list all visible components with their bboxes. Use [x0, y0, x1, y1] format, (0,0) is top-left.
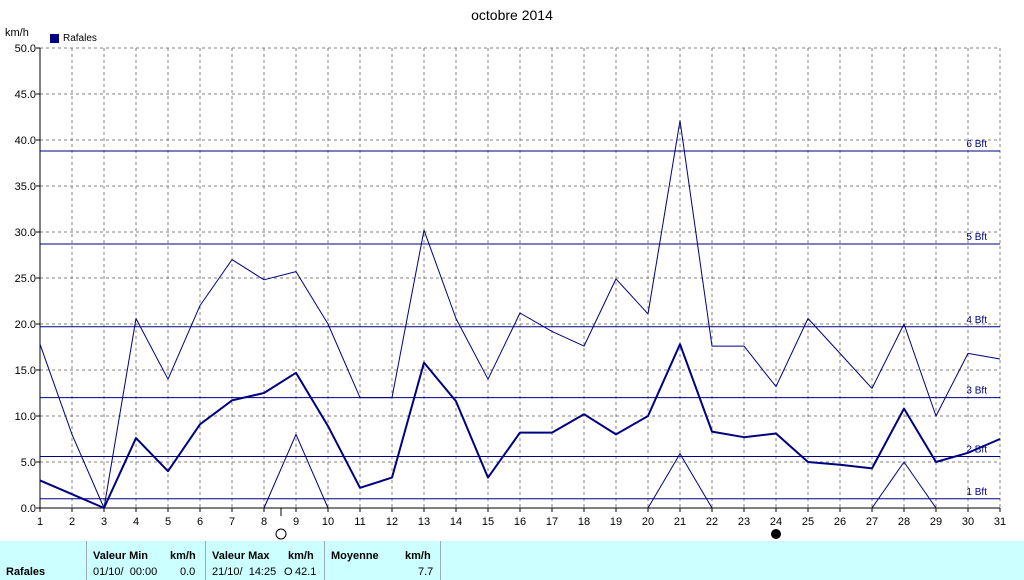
legend-label: Rafales — [63, 33, 97, 44]
beaufort-label: 1 Bft — [966, 487, 987, 498]
x-tick-label: 14 — [450, 516, 462, 528]
min-date: 01/10/ 00:00 — [93, 566, 158, 578]
full-moon-icon — [275, 528, 287, 540]
y-tick-label: 35.0 — [15, 181, 36, 193]
max-value: 42.1 — [295, 566, 317, 578]
x-tick-label: 29 — [930, 516, 942, 528]
x-tick-label: 9 — [293, 516, 299, 528]
x-tick-label: 13 — [418, 516, 430, 528]
x-tick-label: 31 — [994, 516, 1006, 528]
min-value: 0.0 — [180, 566, 196, 578]
x-tick-label: 12 — [386, 516, 398, 528]
x-tick-label: 20 — [642, 516, 654, 528]
series-line-mean — [39, 343, 1001, 509]
x-tick-label: 5 — [165, 516, 171, 528]
x-tick-label: 19 — [610, 516, 622, 528]
x-tick-label: 22 — [706, 516, 718, 528]
y-tick-label: 5.0 — [21, 457, 36, 469]
max-date: 21/10/ 14:25 — [212, 566, 277, 578]
summary-row-label: Rafales — [6, 566, 46, 578]
series-line-min — [647, 453, 713, 509]
wind-gust-chart: 0.0 5.0 10.0 15.0 20.0 25.0 30.0 35.0 40.0 45.0 50… — [15, 43, 1006, 540]
summary-separator — [205, 541, 206, 580]
y-tick-label: 40.0 — [15, 135, 36, 147]
legend: Rafales — [50, 33, 97, 44]
x-tick-label: 10 — [322, 516, 334, 528]
max-unit: km/h — [288, 550, 314, 562]
mean-unit: km/h — [405, 550, 431, 562]
x-tick-label: 30 — [962, 516, 974, 528]
summary-table: Rafales Valeur Min km/h 01/10/ 00:00 0.0… — [0, 541, 1024, 580]
summary-separator — [324, 541, 325, 580]
legend-swatch — [50, 34, 59, 43]
y-tick-label: 10.0 — [15, 411, 36, 423]
y-tick-label: 45.0 — [15, 89, 36, 101]
x-tick-label: 25 — [802, 516, 814, 528]
x-tick-label: 15 — [482, 516, 494, 528]
beaufort-label: 3 Bft — [966, 386, 987, 397]
x-tick-label: 11 — [354, 516, 365, 528]
max-header: Valeur Max — [212, 550, 270, 562]
x-tick-label: 21 — [674, 516, 686, 528]
min-header: Valeur Min — [93, 550, 149, 562]
new-moon-icon — [771, 529, 781, 539]
y-axis-unit: km/h — [5, 27, 29, 39]
x-tick-label: 17 — [546, 516, 558, 528]
x-tick-label: 4 — [133, 516, 139, 528]
min-unit: km/h — [170, 550, 196, 562]
beaufort-label: 5 Bft — [966, 232, 987, 243]
chart-title: octobre 2014 — [471, 7, 553, 23]
x-tick-label: 2 — [69, 516, 75, 528]
x-tick-label: 26 — [834, 516, 846, 528]
y-tick-label: 20.0 — [15, 319, 36, 331]
x-tick-label: 8 — [261, 516, 267, 528]
y-tick-label: 50.0 — [15, 43, 36, 55]
x-tick-label: 16 — [514, 516, 526, 528]
series-line-min — [871, 461, 937, 509]
x-tick-label: 28 — [898, 516, 910, 528]
x-tick-label: 24 — [770, 516, 782, 528]
y-tick-label: 0.0 — [21, 503, 36, 515]
summary-separator — [86, 541, 87, 580]
series-line-min — [263, 433, 329, 509]
x-tick-label: 1 — [37, 516, 43, 528]
mean-value: 7.7 — [418, 566, 434, 578]
x-tick-label: 6 — [197, 516, 203, 528]
max-direction: O — [284, 566, 293, 578]
y-tick-label: 25.0 — [15, 273, 36, 285]
beaufort-label: 4 Bft — [966, 315, 987, 326]
y-tick-label: 15.0 — [15, 365, 36, 377]
x-tick-label: 3 — [101, 516, 107, 528]
y-tick-label: 30.0 — [15, 227, 36, 239]
mean-header: Moyenne — [331, 550, 379, 562]
beaufort-label: 6 Bft — [966, 139, 987, 150]
x-tick-label: 7 — [229, 516, 235, 528]
x-tick-label: 23 — [738, 516, 750, 528]
summary-separator — [440, 541, 441, 580]
x-tick-label: 18 — [578, 516, 590, 528]
series-line-max — [39, 120, 1001, 509]
x-tick-label: 27 — [866, 516, 878, 528]
